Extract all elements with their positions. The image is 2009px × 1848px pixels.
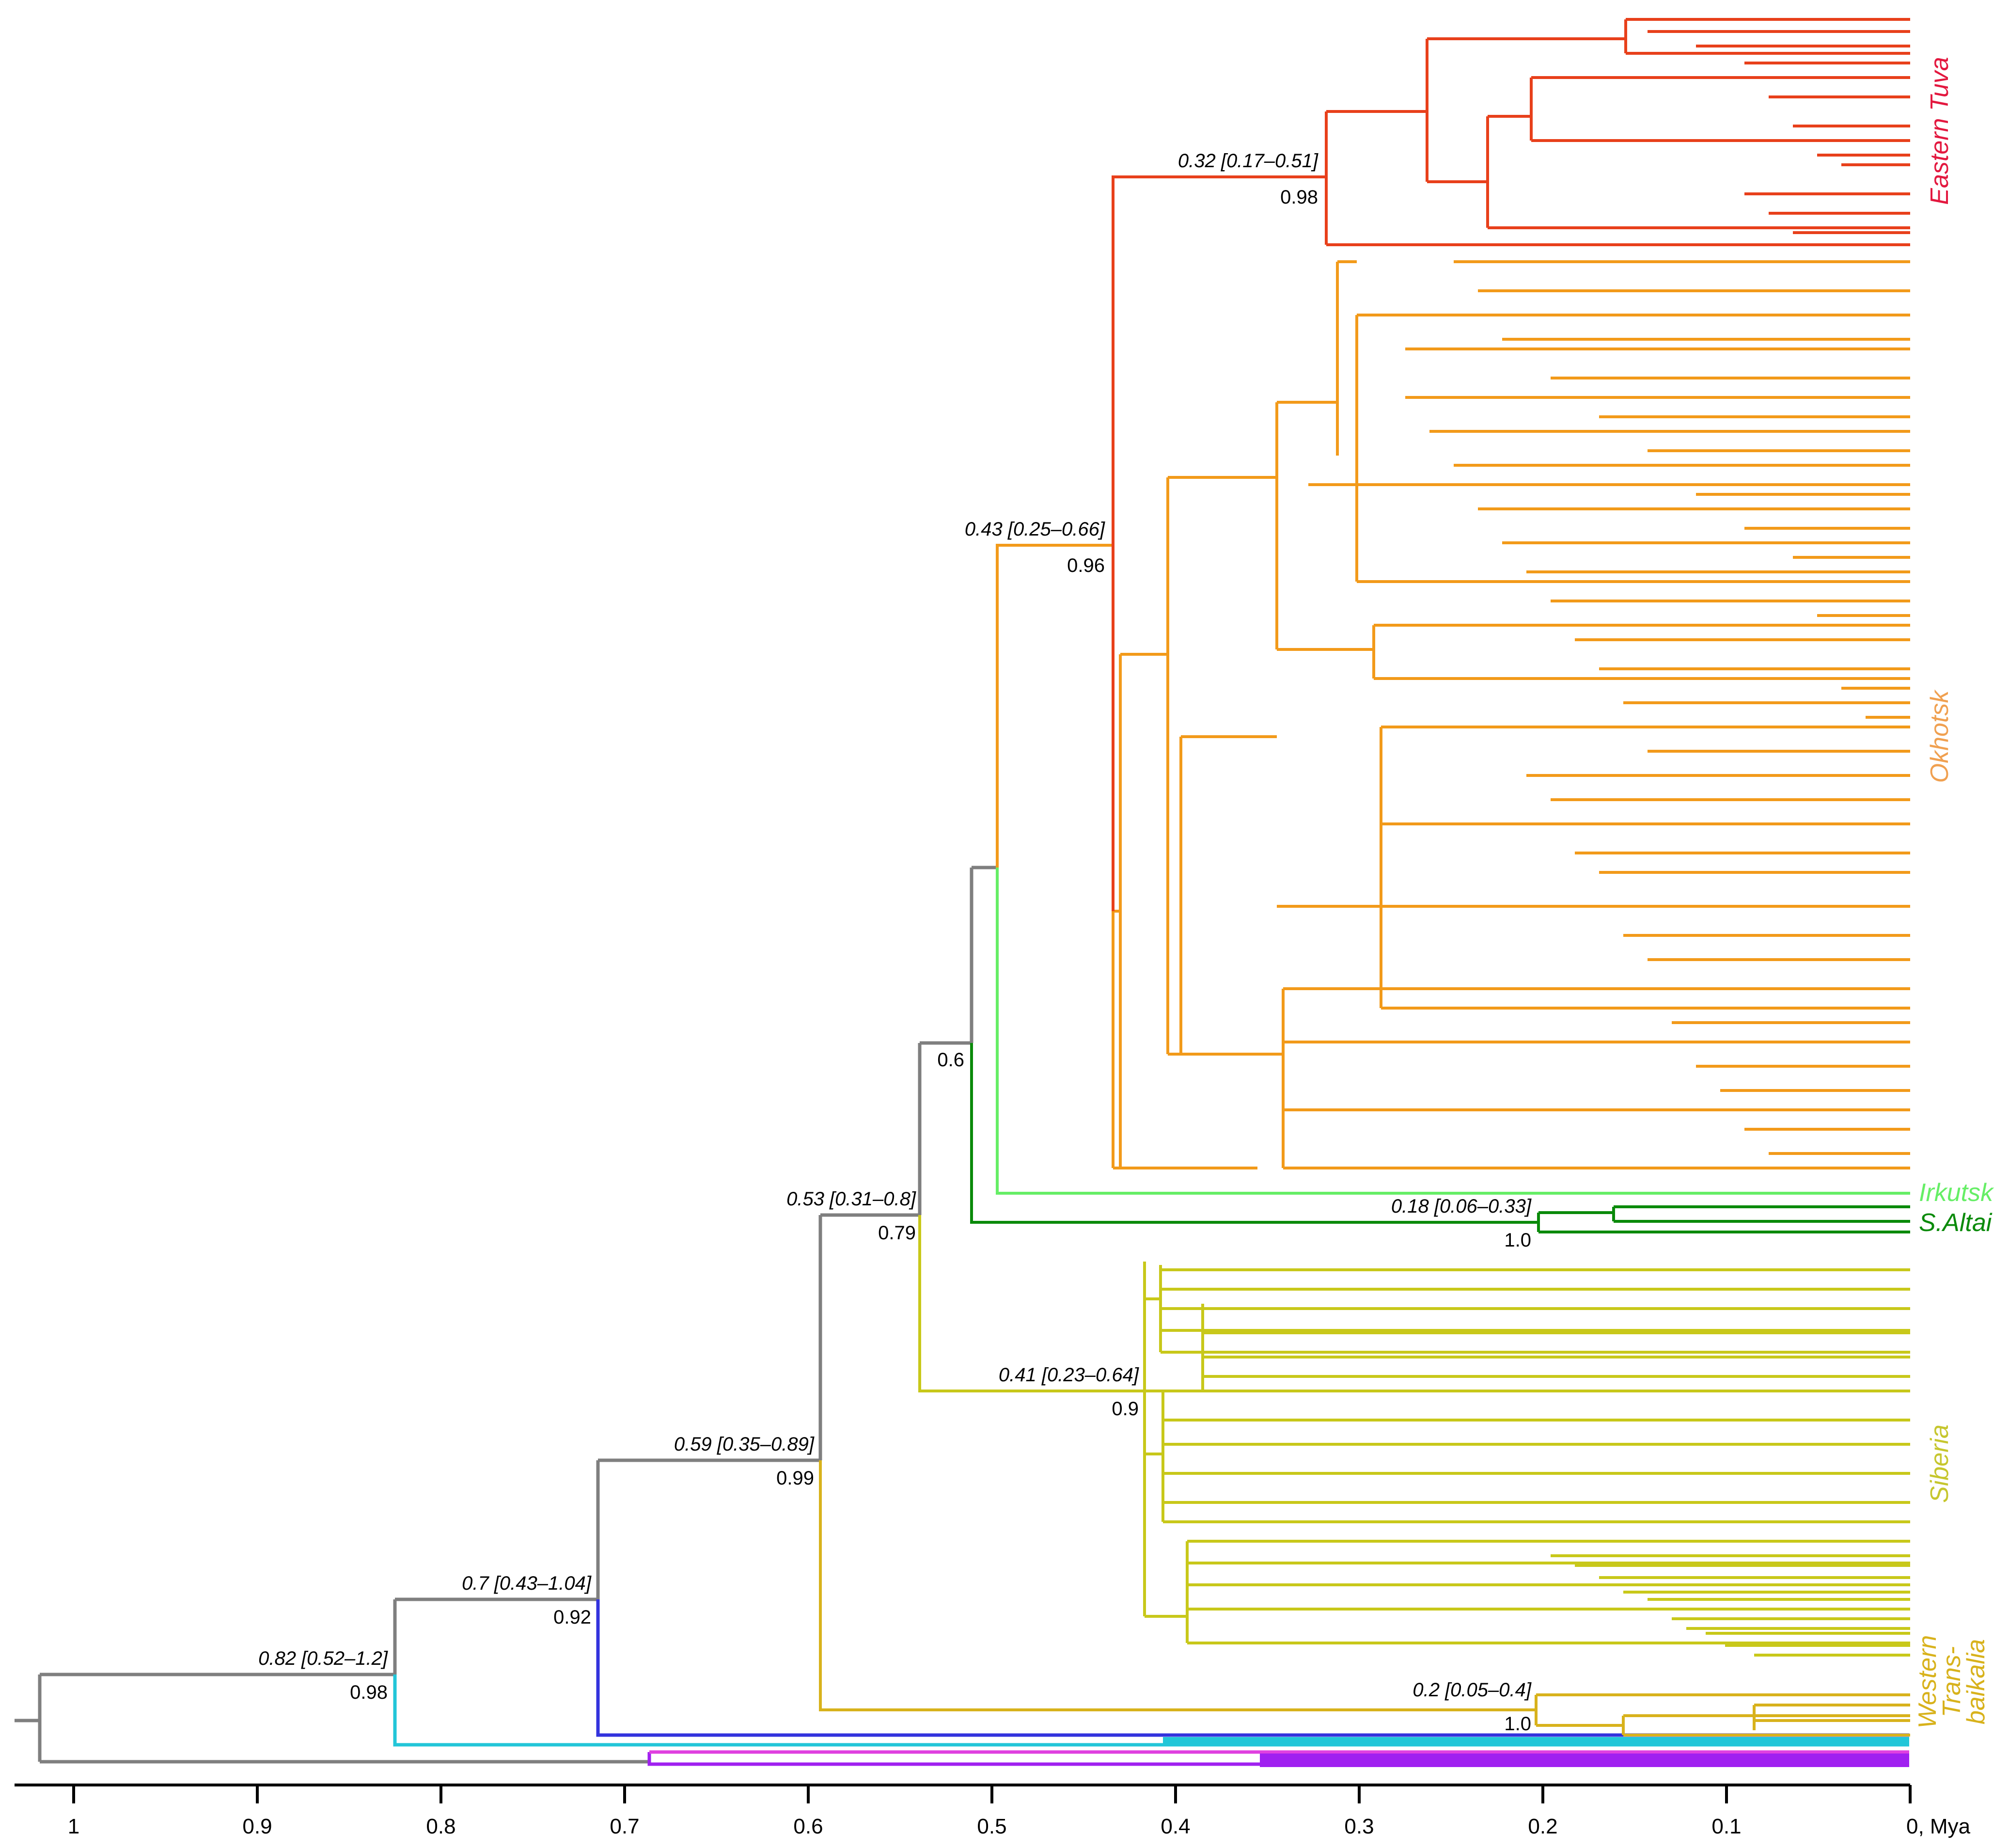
node-age-siberia: 0.41 [0.23–0.64]	[999, 1364, 1139, 1386]
node-pp-okhotsk-altai: 0.6	[937, 1049, 964, 1071]
node-pp-with-blue: 0.92	[553, 1607, 591, 1628]
node-pp-eastern-tuva: 0.98	[1280, 187, 1318, 208]
siberia-branches	[918, 1215, 1910, 1657]
node-age-core: 0.53 [0.31–0.8]	[786, 1188, 916, 1210]
axis-tick-label: 0.7	[610, 1815, 639, 1838]
axis-tick-label: 0.4	[1161, 1815, 1190, 1838]
axis-tick-label: 0.3	[1344, 1815, 1374, 1838]
violet-tips	[1260, 1753, 1909, 1767]
axis-tick-label: 0.9	[242, 1815, 272, 1838]
node-age-okhotsk-tuva: 0.43 [0.25–0.66]	[965, 519, 1105, 540]
eastern-tuva-branches	[1112, 18, 1910, 911]
clade-label-eastern-tuva: Eastern Tuva	[1926, 57, 1954, 205]
node-age-with-blue: 0.7 [0.43–1.04]	[462, 1573, 592, 1594]
node-age-with-cyan: 0.82 [0.52–1.2]	[258, 1648, 388, 1669]
axis-tick-label: 0.6	[793, 1815, 823, 1838]
node-age-transbaikalia: 0.2 [0.05–0.4]	[1413, 1679, 1532, 1701]
time-axis: 1 0.9 0.8 0.7 0.6 0.5 0.4 0.3 0.2 0.1 0, Mya	[15, 1784, 1971, 1838]
node-pp-with-cyan: 0.98	[350, 1682, 388, 1703]
backbone-branches	[15, 866, 997, 1764]
axis-tick-label: 0.5	[977, 1815, 1006, 1838]
node-pp-okhotsk-tuva: 0.96	[1067, 555, 1105, 576]
axis-tick-label: 0.1	[1711, 1815, 1741, 1838]
blue-lineage	[596, 1599, 1909, 1737]
s-altai-branches	[970, 1043, 1910, 1233]
clade-label-transbaikalia-2: Trans-	[1938, 1646, 1966, 1717]
node-age-irkutsk-altai: 0.18 [0.06–0.33]	[1391, 1196, 1532, 1217]
node-pp-core: 0.79	[878, 1222, 916, 1244]
axis-tick-label: 0, Mya	[1906, 1815, 1971, 1838]
clade-label-siberia: Siberia	[1926, 1424, 1954, 1503]
axis-tick-label: 0.8	[426, 1815, 455, 1838]
okhotsk-branches	[996, 260, 1910, 1169]
clade-label-s-altai: S.Altai	[1919, 1209, 1993, 1237]
node-pp-siberia: 0.9	[1112, 1398, 1139, 1420]
clade-labels: Eastern Tuva Okhotsk Irkutsk S.Altai Sib…	[1914, 57, 1994, 1728]
clade-label-transbaikalia-3: baikalia	[1962, 1639, 1990, 1724]
node-pp-irkutsk-altai: 1.0	[1504, 1230, 1531, 1251]
clade-label-okhotsk: Okhotsk	[1926, 689, 1954, 783]
transbaikalia-branches	[819, 1460, 1910, 1737]
axis-tick-label: 1	[68, 1815, 79, 1838]
node-annotations: 0.32 [0.17–0.51] 0.98 0.43 [0.25–0.66] 0…	[258, 150, 1532, 1735]
irkutsk-branches	[996, 868, 1910, 1195]
node-pp-with-transbaikalia: 0.99	[776, 1468, 814, 1489]
axis-ticks: 1 0.9 0.8 0.7 0.6 0.5 0.4 0.3 0.2 0.1 0, Mya	[68, 1785, 1971, 1838]
node-pp-transbaikalia: 1.0	[1504, 1713, 1531, 1735]
axis-tick-label: 0.2	[1528, 1815, 1557, 1838]
clade-label-transbaikalia-1: Western	[1914, 1635, 1942, 1729]
cyan-tips	[1163, 1737, 1909, 1745]
node-age-with-transbaikalia: 0.59 [0.35–0.89]	[674, 1434, 815, 1455]
clade-label-irkutsk: Irkutsk	[1919, 1179, 1994, 1207]
node-age-eastern-tuva: 0.32 [0.17–0.51]	[1178, 150, 1318, 172]
